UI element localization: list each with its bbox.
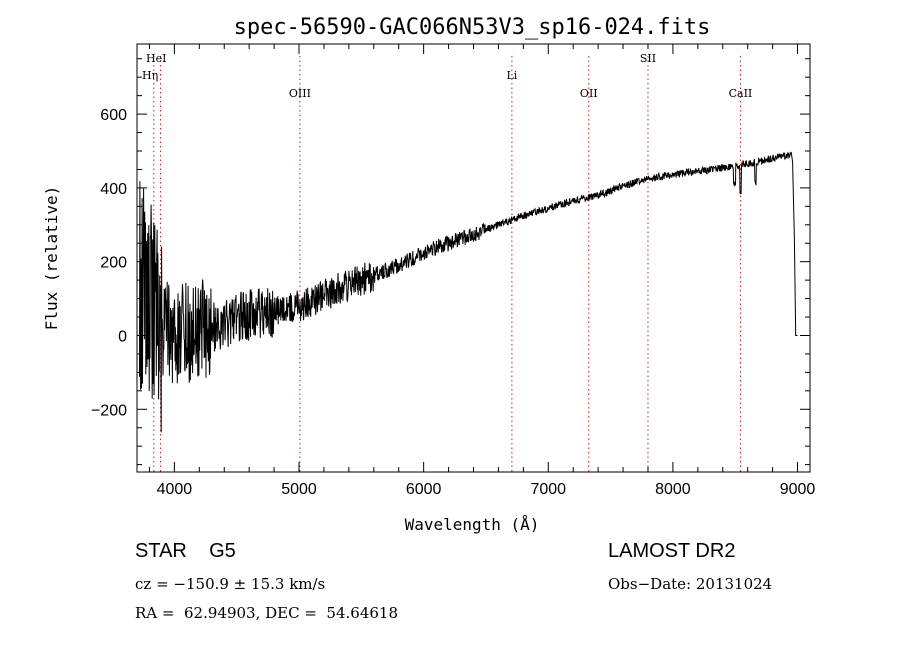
y-tick-label: 600 bbox=[100, 107, 127, 124]
y-tick-label: 0 bbox=[118, 328, 127, 345]
coordinates-readout: RA = 62.94903, DEC = 54.64618 bbox=[135, 604, 399, 622]
object-class: STAR G5 bbox=[135, 540, 236, 562]
x-tick-label: 6000 bbox=[406, 481, 442, 498]
spectral-line-label: Li bbox=[506, 69, 517, 82]
survey-release: LAMOST DR2 bbox=[608, 540, 736, 562]
x-tick-label: 5000 bbox=[281, 481, 317, 498]
spectral-line-label: Hη bbox=[142, 69, 158, 82]
x-tick-label: 8000 bbox=[655, 481, 691, 498]
y-axis-ticks: −200 0 200 400 600 bbox=[91, 58, 810, 466]
spectral-line-label: SII bbox=[640, 52, 656, 65]
spectrum-line bbox=[139, 151, 798, 433]
y-tick-label: −200 bbox=[91, 402, 127, 419]
x-tick-label: 7000 bbox=[530, 481, 566, 498]
x-tick-label: 4000 bbox=[157, 481, 193, 498]
spectral-line-label: OIII bbox=[289, 87, 311, 100]
spectral-line-label: HeI bbox=[146, 52, 166, 65]
plot-frame bbox=[136, 43, 811, 473]
spectral-line-label: CaII bbox=[729, 87, 753, 100]
spectral-line-markers bbox=[153, 56, 741, 472]
y-tick-label: 400 bbox=[100, 181, 127, 198]
chart-title: spec-56590-GAC066N53V3_sp16-024.fits bbox=[234, 15, 711, 40]
x-axis-label: Wavelength (Å) bbox=[405, 515, 540, 534]
spectral-line-label: OII bbox=[580, 87, 598, 100]
redshift-readout: cz = −150.9 ± 15.3 km/s bbox=[135, 575, 326, 593]
observation-date: Obs−Date: 20131024 bbox=[608, 575, 773, 593]
y-tick-label: 200 bbox=[100, 255, 127, 272]
y-axis-label: Flux (relative) bbox=[42, 186, 61, 331]
x-axis-ticks: 4000 5000 6000 7000 8000 9000 bbox=[148, 44, 816, 498]
spectral-line-labels: Hη HeI OIII Li OII SII CaII bbox=[142, 52, 752, 100]
x-tick-label: 9000 bbox=[780, 481, 816, 498]
